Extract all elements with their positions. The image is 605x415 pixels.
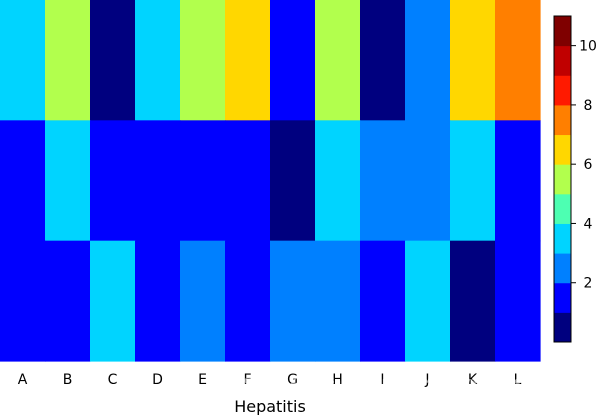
heatmap-cells [0, 0, 541, 362]
heatmap-cell-F-row3 [225, 240, 271, 362]
x-tick-label-G: G [287, 372, 298, 388]
heatmap-cell-E-row1 [180, 0, 226, 121]
heatmap-cell-H-row1 [315, 0, 361, 121]
colorbar-swatch-7 [554, 134, 571, 165]
heatmap-cell-A-row1 [0, 0, 46, 121]
heatmap-cell-F-row1 [225, 0, 271, 121]
x-tick-label-H: H [332, 372, 343, 388]
colorbar-swatch-11 [554, 16, 571, 47]
colorbar-tick-label-10: 10 [579, 39, 597, 55]
heatmap-cell-C-row3 [90, 240, 136, 362]
colorbar-tick-label-2: 2 [584, 276, 593, 292]
heatmap-cell-A-row2 [0, 120, 46, 242]
heatmap-cell-L-row3 [495, 240, 541, 362]
colorbar [553, 15, 572, 343]
colorbar-swatch-5 [554, 193, 571, 224]
heatmap-cell-F-row2 [225, 120, 271, 242]
heatmap-cell-J-row1 [405, 0, 451, 121]
heatmap-cell-D-row3 [135, 240, 181, 362]
heatmap-cell-J-row2 [405, 120, 451, 242]
heatmap-cell-K-row2 [450, 120, 496, 242]
heatmap-cell-I-row1 [360, 0, 406, 121]
colorbar-swatch-8 [554, 104, 571, 136]
watermark-line-1: On the Evaluation of Unsupervised Outlie… [244, 365, 579, 375]
colorbar-tick-label-6: 6 [584, 157, 593, 173]
heatmap-cell-J-row3 [405, 240, 451, 362]
colorbar-tick-label-4: 4 [584, 216, 593, 232]
x-tick-label-B: B [63, 372, 73, 388]
x-tick-label-J: J [424, 372, 429, 388]
x-tick-label-I: I [380, 372, 384, 388]
x-tick-label-L: L [514, 372, 522, 388]
colorbar-swatch-6 [554, 164, 571, 195]
heatmap-cell-L-row1 [495, 0, 541, 121]
x-tick-label-K: K [468, 372, 478, 388]
heatmap-cell-B-row2 [45, 120, 91, 242]
heatmap-cell-C-row1 [90, 0, 136, 121]
heatmap-cell-E-row3 [180, 240, 226, 362]
heatmap-cell-D-row1 [135, 0, 181, 121]
colorbar-swatch-9 [554, 75, 571, 106]
colorbar-swatch-4 [554, 223, 571, 254]
heatmap-cell-K-row3 [450, 240, 496, 362]
x-axis-title: Hepatitis [234, 397, 306, 415]
heatmap-cell-K-row1 [450, 0, 496, 121]
heatmap-cell-I-row3 [360, 240, 406, 362]
heatmap-cell-G-row1 [270, 0, 316, 121]
x-tick-label-A: A [18, 372, 28, 388]
watermark-line-2: Campos, Zimek, Sander, Campello, Micenko… [244, 377, 605, 387]
heatmap-cell-B-row1 [45, 0, 91, 121]
colorbar-swatch-10 [554, 45, 571, 76]
colorbar-ticks: 2 4 6 8 10 [571, 39, 597, 292]
heatmap-cell-I-row2 [360, 120, 406, 242]
heatmap-cell-E-row2 [180, 120, 226, 242]
heatmap-cell-L-row2 [495, 120, 541, 242]
colorbar-frame [553, 15, 572, 343]
heatmap-cell-D-row2 [135, 120, 181, 242]
heatmap-cell-G-row3 [270, 240, 316, 362]
colorbar-swatch-2 [554, 282, 571, 313]
heatmap-cell-G-row2 [270, 120, 316, 242]
colorbar-tick-label-8: 8 [584, 98, 593, 114]
heatmap-cell-C-row2 [90, 120, 136, 242]
heatmap-cell-B-row3 [45, 240, 91, 362]
x-tick-labels: A B C D E F G H I J K L [18, 372, 522, 388]
heatmap-cell-A-row3 [0, 240, 46, 362]
colorbar-swatch-3 [554, 253, 571, 284]
x-tick-label-F: F [243, 372, 251, 388]
heatmap-cell-H-row3 [315, 240, 361, 362]
x-tick-label-C: C [108, 372, 118, 388]
watermark: On the Evaluation of Unsupervised Outlie… [244, 365, 605, 387]
heatmap-cell-H-row2 [315, 120, 361, 242]
x-tick-label-D: D [152, 372, 163, 388]
x-tick-label-E: E [198, 372, 207, 388]
colorbar-swatch-1 [554, 312, 571, 343]
